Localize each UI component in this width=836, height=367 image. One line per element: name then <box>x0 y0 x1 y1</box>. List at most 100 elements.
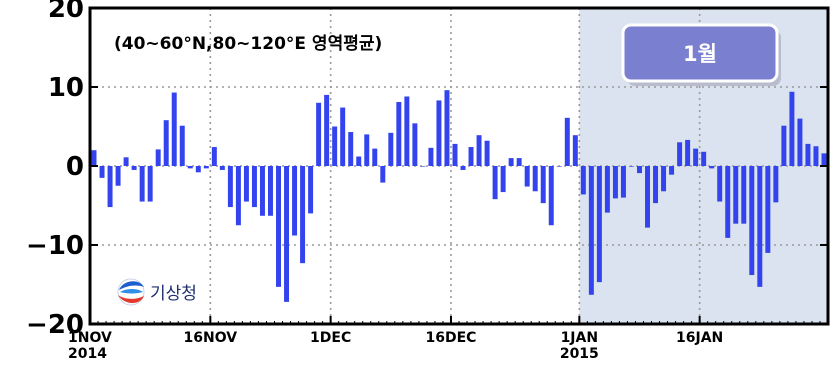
bar-2014-11-11 <box>171 92 177 166</box>
bar-2014-12-18 <box>468 147 474 166</box>
bar-2015-01-25 <box>773 166 779 203</box>
bar-2014-11-28 <box>308 166 314 214</box>
bar-2014-12-06 <box>372 148 378 166</box>
y-tick-label: −20 <box>26 310 84 340</box>
bar-2014-11-14 <box>195 166 201 173</box>
bar-2015-01-07 <box>628 166 634 167</box>
bar-2014-12-26 <box>532 166 538 192</box>
bars-layer <box>91 90 827 302</box>
bar-2014-11-30 <box>324 94 330 166</box>
bar-2014-11-01 <box>91 150 97 166</box>
bar-2015-01-29 <box>805 143 811 166</box>
grid-layer <box>90 8 828 324</box>
bar-2014-12-12 <box>420 166 426 167</box>
bar-2014-11-26 <box>292 166 298 236</box>
bar-2014-12-02 <box>340 107 346 166</box>
y-tick-label: 10 <box>48 73 84 103</box>
bar-2014-12-13 <box>428 147 434 166</box>
y-tick-label: 20 <box>48 0 84 24</box>
bar-2014-12-11 <box>412 123 418 166</box>
bar-2014-12-05 <box>364 134 370 166</box>
x-tick-label: 16JAN <box>676 330 723 346</box>
month-badge-label: 1월 <box>683 42 717 66</box>
bar-2014-11-23 <box>268 166 273 216</box>
x-tick-label: 16DEC <box>426 330 477 346</box>
bar-2015-01-02 <box>588 166 594 295</box>
bar-2014-12-31 <box>572 135 578 166</box>
bar-2015-01-19 <box>725 166 731 238</box>
bar-2015-01-13 <box>677 142 683 166</box>
bar-2014-12-19 <box>476 135 482 166</box>
bar-2015-01-22 <box>749 166 755 276</box>
bar-2015-01-01 <box>580 166 586 195</box>
bar-2015-01-30 <box>813 146 819 166</box>
bar-2014-12-29 <box>556 166 562 167</box>
x-tick-label: 1NOV <box>68 330 112 346</box>
x-tick-label: 1JAN <box>561 330 599 346</box>
bar-2015-01-05 <box>612 166 618 199</box>
bar-2014-11-18 <box>227 166 233 208</box>
kma-logo-icon <box>117 278 145 306</box>
bar-2014-11-12 <box>179 125 185 166</box>
bar-2014-11-16 <box>211 147 217 166</box>
bar-2014-12-23 <box>508 158 514 166</box>
bar-2015-01-03 <box>596 166 602 283</box>
bar-2014-12-04 <box>356 156 362 166</box>
bar-2014-11-02 <box>99 166 105 178</box>
bar-2015-01-14 <box>685 139 691 166</box>
bar-2014-12-21 <box>492 166 498 200</box>
x-tick-label: 1DEC <box>310 330 351 346</box>
month-badge: 1월 <box>621 23 781 86</box>
bar-2014-11-07 <box>139 166 145 202</box>
bar-2014-12-01 <box>332 126 338 166</box>
bar-2014-11-17 <box>219 166 225 170</box>
bar-2015-01-11 <box>661 166 667 192</box>
bar-2014-11-04 <box>115 166 121 186</box>
kma-logo-text: 기상청 <box>150 284 197 304</box>
bar-2014-12-17 <box>460 166 466 170</box>
bar-2015-01-15 <box>693 148 699 166</box>
bar-2015-01-04 <box>604 166 610 213</box>
bar-2015-01-10 <box>653 166 659 204</box>
bar-2015-01-21 <box>741 166 747 224</box>
bar-2015-01-20 <box>733 166 739 224</box>
x-tick-label: 16NOV <box>184 330 238 346</box>
bar-2014-12-16 <box>452 143 458 166</box>
month-badge-box <box>621 23 779 83</box>
bar-2015-01-31 <box>821 153 827 166</box>
bar-2014-12-22 <box>500 166 506 193</box>
y-axis-ticks: 20 10 0 −10 −20 <box>26 0 828 340</box>
bar-2014-11-19 <box>235 166 241 226</box>
bar-2014-11-29 <box>316 102 322 166</box>
kma-logo: 기상청 <box>117 278 197 306</box>
bar-2014-11-06 <box>131 166 137 170</box>
y-tick-label: 0 <box>66 152 84 182</box>
bar-2015-01-12 <box>669 166 675 175</box>
bar-2014-12-10 <box>404 96 410 166</box>
bar-2014-11-24 <box>276 166 281 287</box>
bar-2014-12-24 <box>516 158 522 166</box>
bar-2015-01-26 <box>781 125 787 166</box>
chart-title: (40~60°N,80~120°E 영역평균) <box>114 34 382 54</box>
bar-2015-01-16 <box>701 151 707 166</box>
y-tick-label: −10 <box>26 231 84 261</box>
bar-2014-11-08 <box>147 166 153 202</box>
bar-2014-11-25 <box>284 166 290 302</box>
x-tick-sublabel: 2014 <box>68 346 107 362</box>
bar-2015-01-23 <box>757 166 763 287</box>
bar-2014-11-03 <box>107 166 113 208</box>
bar-2015-01-09 <box>645 166 650 228</box>
bar-2014-12-14 <box>436 100 442 166</box>
bar-2015-01-24 <box>765 166 771 253</box>
bar-2014-11-20 <box>243 166 249 202</box>
bar-2015-01-08 <box>637 166 642 174</box>
bar-2014-11-13 <box>187 166 193 169</box>
bar-2014-12-28 <box>548 166 554 226</box>
bar-2014-12-09 <box>396 102 402 166</box>
bar-2014-11-10 <box>163 120 169 166</box>
bar-2014-11-21 <box>251 166 257 208</box>
bar-2014-12-08 <box>388 132 394 166</box>
